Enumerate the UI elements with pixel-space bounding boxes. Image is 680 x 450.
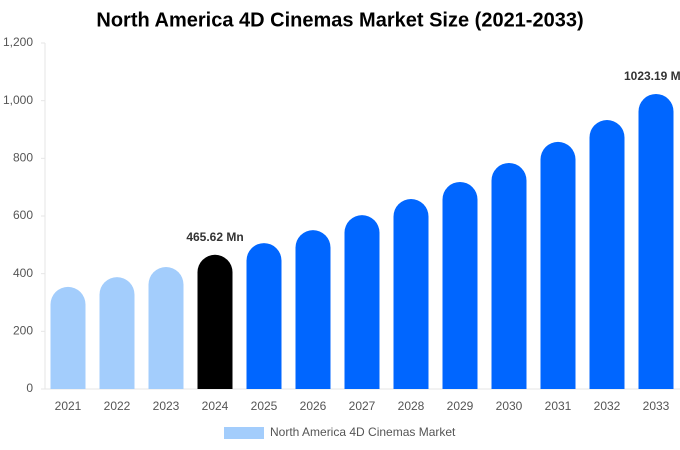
bar [50,286,86,389]
x-tick-label: 2033 [643,399,670,413]
x-tick-label: 2027 [349,399,376,413]
bar [99,277,135,389]
bar [540,141,576,389]
bar [344,215,380,389]
bar [491,162,527,389]
bar [589,119,625,390]
y-tick-label: 800 [13,151,33,165]
bar [295,230,331,389]
y-tick-label: 600 [13,208,33,222]
x-tick-label: 2028 [398,399,425,413]
x-tick-label: 2031 [545,399,572,413]
bar [442,181,478,389]
x-tick-label: 2026 [300,399,327,413]
x-tick-label: 2021 [55,399,82,413]
x-tick-label: 2024 [202,399,229,413]
legend-label: North America 4D Cinemas Market [270,425,456,439]
y-tick-label: 1,200 [3,35,33,49]
y-tick-label: 0 [26,381,33,395]
x-tick-label: 2022 [104,399,131,413]
x-tick-label: 2030 [496,399,523,413]
chart-title: North America 4D Cinemas Market Size (20… [96,9,583,31]
bar [393,198,429,389]
x-tick-label: 2023 [153,399,180,413]
x-tick-label: 2025 [251,399,278,413]
x-tick-label: 2032 [594,399,621,413]
bar [197,254,233,389]
data-label: 465.62 Mn [186,230,243,244]
bar [148,267,184,389]
bar [638,93,674,389]
data-label: 1023.19 Mn [624,69,680,83]
bar [246,243,282,389]
y-tick-label: 1,000 [3,93,33,107]
x-tick-label: 2029 [447,399,474,413]
y-tick-label: 200 [13,324,33,338]
y-tick-label: 400 [13,266,33,280]
legend-swatch [224,427,264,439]
